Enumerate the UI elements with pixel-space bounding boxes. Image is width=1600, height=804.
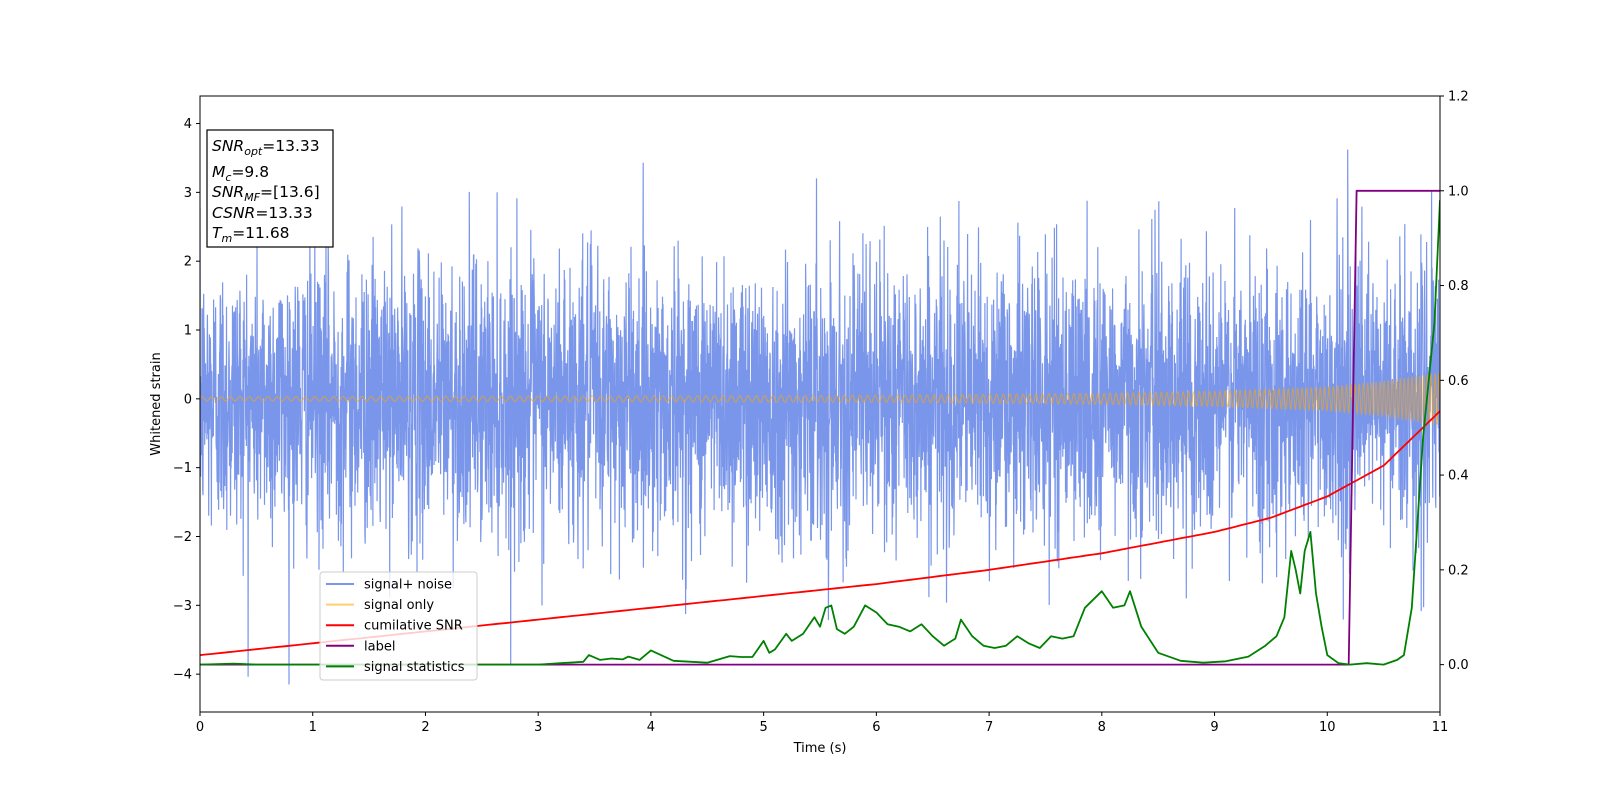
legend-entry: signal+ noise <box>364 578 452 593</box>
y2-tick-label: 0.2 <box>1448 563 1469 578</box>
y-tick-label: 1 <box>184 324 192 339</box>
x-tick-label: 5 <box>759 720 767 735</box>
legend-frame <box>319 571 478 681</box>
x-tick-label: 11 <box>1432 720 1449 735</box>
legend-entry: label <box>364 639 395 654</box>
legend-entry: cumilative SNR <box>364 619 463 634</box>
plot-frame <box>199 95 1441 713</box>
x-tick-label: 6 <box>872 720 880 735</box>
y2-tick-label: 1.2 <box>1448 90 1469 105</box>
series-signal-statistics <box>200 200 1440 666</box>
x-tick-label: 9 <box>1210 720 1218 735</box>
y-tick-label: 0 <box>184 392 192 407</box>
x-tick-label: 3 <box>534 720 542 735</box>
y-tick-label: 4 <box>184 117 192 132</box>
y2-tick-label: 0.8 <box>1448 279 1469 294</box>
info-mc: Mc=9.8 <box>212 163 269 184</box>
x-tick-label: 4 <box>647 720 655 735</box>
x-tick-label: 0 <box>196 720 204 735</box>
legend-entry: signal only <box>364 598 434 613</box>
y-tick-label: 3 <box>184 186 192 201</box>
info-csnr: CSNR=13.33 <box>212 204 313 222</box>
x-tick-label: 7 <box>985 720 993 735</box>
y-tick-label: −1 <box>173 461 192 476</box>
x-tick-label: 8 <box>1098 720 1106 735</box>
y2-tick-label: 0.6 <box>1448 374 1469 389</box>
info-box: SNRopt=13.33 Mc=9.8 SNRMF=[13.6] CSNR=13… <box>206 129 334 248</box>
legend: signal+ noise signal only cumilative SNR la… <box>319 571 478 681</box>
info-snr-mf: SNRMF=[13.6] <box>212 183 320 204</box>
y-tick-label: 2 <box>184 255 192 270</box>
y2-tick-label: 1.0 <box>1448 184 1469 199</box>
series-signal-noise <box>200 149 1440 685</box>
info-snr-opt: SNRopt=13.33 <box>212 137 320 158</box>
y-tick-label: −3 <box>173 599 192 614</box>
y-tick-label: −4 <box>173 668 192 683</box>
x-axis-label: Time (s) <box>793 741 847 756</box>
y-tick-label: −2 <box>173 530 192 545</box>
series-signal-only <box>200 372 1440 426</box>
x-tick-label: 10 <box>1319 720 1336 735</box>
y2-tick-label: 0.0 <box>1448 658 1469 673</box>
x-tick-label: 1 <box>309 720 317 735</box>
series-label <box>200 189 1440 666</box>
legend-entry: signal statistics <box>364 660 465 675</box>
y-axis-label: Whitened strain <box>149 352 164 455</box>
y2-tick-label: 0.4 <box>1448 469 1469 484</box>
info-tm: Tm=11.68 <box>212 224 290 245</box>
x-tick-label: 2 <box>421 720 429 735</box>
